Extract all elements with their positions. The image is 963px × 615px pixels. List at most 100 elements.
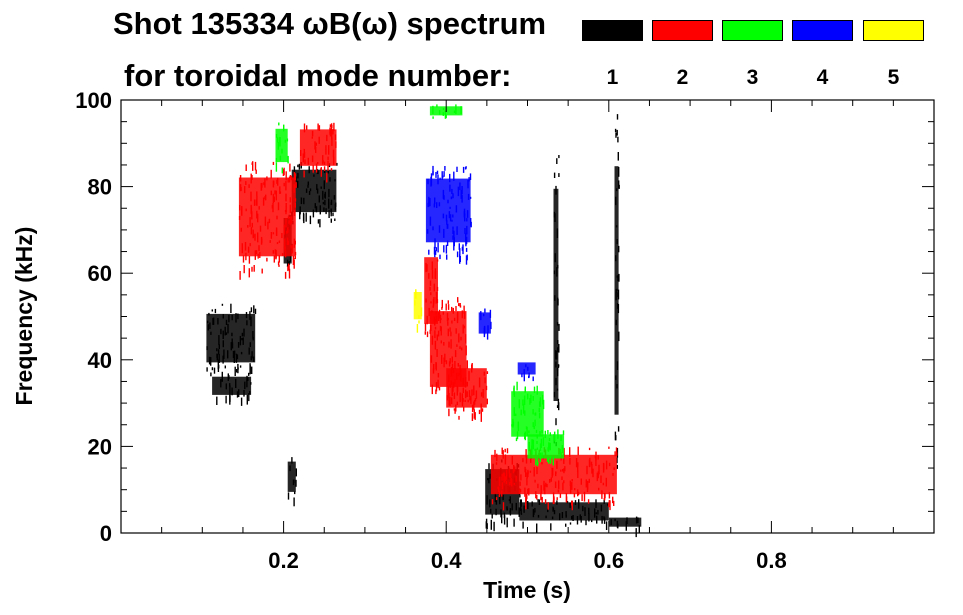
speck bbox=[453, 230, 455, 238]
speck bbox=[272, 250, 274, 254]
speck bbox=[456, 166, 458, 172]
speck bbox=[526, 472, 528, 479]
speck bbox=[214, 308, 217, 314]
speck bbox=[524, 410, 526, 416]
speck bbox=[467, 193, 470, 200]
x-axis-label: Time (s) bbox=[483, 577, 571, 603]
speck bbox=[513, 465, 515, 471]
speck bbox=[466, 391, 468, 397]
speck bbox=[468, 177, 470, 182]
speck bbox=[473, 385, 475, 396]
speck bbox=[286, 237, 289, 245]
speck bbox=[574, 488, 576, 491]
speck bbox=[563, 454, 565, 464]
speck bbox=[289, 163, 291, 172]
speck bbox=[249, 363, 251, 374]
speck bbox=[448, 211, 451, 219]
speck bbox=[279, 155, 282, 161]
speck bbox=[295, 468, 297, 477]
speck bbox=[565, 511, 567, 517]
speck bbox=[531, 501, 533, 507]
speck bbox=[465, 345, 467, 356]
speck bbox=[260, 183, 262, 191]
speck bbox=[435, 292, 438, 296]
speck bbox=[597, 471, 599, 479]
speck bbox=[540, 492, 542, 501]
speck bbox=[559, 513, 561, 521]
speck bbox=[499, 495, 501, 505]
legend-swatch-3 bbox=[722, 20, 783, 41]
speck bbox=[450, 367, 453, 377]
speck bbox=[334, 134, 337, 140]
speck bbox=[555, 471, 557, 474]
speck bbox=[520, 499, 522, 507]
speck bbox=[230, 303, 232, 313]
speck bbox=[508, 499, 511, 502]
speck bbox=[295, 479, 297, 487]
speck bbox=[504, 454, 507, 465]
speck bbox=[537, 499, 539, 503]
speck bbox=[563, 447, 565, 457]
speck bbox=[442, 311, 444, 315]
speck bbox=[334, 203, 337, 211]
speck bbox=[545, 515, 547, 519]
speck bbox=[263, 182, 265, 186]
speck bbox=[327, 171, 329, 174]
speck bbox=[430, 177, 432, 187]
speck bbox=[273, 180, 275, 185]
speck bbox=[443, 171, 445, 177]
speck bbox=[436, 299, 439, 304]
speck bbox=[556, 497, 558, 501]
speck bbox=[225, 319, 228, 325]
speck bbox=[536, 495, 538, 500]
speck bbox=[283, 182, 285, 187]
speck bbox=[589, 457, 591, 468]
speck bbox=[322, 201, 325, 205]
speck bbox=[533, 386, 536, 394]
speck bbox=[240, 187, 242, 191]
speck bbox=[270, 190, 272, 196]
speck bbox=[538, 407, 540, 412]
speck bbox=[428, 196, 430, 207]
series-2-region-0 bbox=[238, 161, 297, 280]
speck bbox=[426, 229, 429, 234]
speck bbox=[216, 353, 218, 358]
speck bbox=[565, 493, 568, 502]
speck bbox=[284, 271, 287, 279]
speck bbox=[473, 409, 475, 419]
speck bbox=[556, 228, 559, 238]
speck bbox=[248, 393, 250, 402]
speck bbox=[602, 462, 605, 473]
speck bbox=[555, 418, 557, 426]
speck bbox=[305, 188, 308, 193]
speck bbox=[524, 432, 526, 439]
speck bbox=[615, 447, 618, 456]
speck bbox=[523, 375, 525, 382]
speck bbox=[264, 196, 266, 200]
speck bbox=[544, 430, 546, 438]
speck bbox=[459, 346, 461, 349]
speck bbox=[447, 304, 450, 310]
speck bbox=[535, 429, 538, 434]
speck bbox=[615, 132, 617, 138]
speck bbox=[563, 468, 565, 474]
speck bbox=[291, 216, 293, 224]
speck bbox=[570, 482, 572, 487]
speck bbox=[484, 308, 486, 313]
speck bbox=[558, 173, 560, 177]
speck bbox=[520, 508, 522, 514]
speck bbox=[561, 476, 563, 480]
region-core bbox=[238, 177, 296, 257]
speck bbox=[449, 214, 452, 222]
speck bbox=[287, 492, 290, 500]
speck bbox=[243, 390, 245, 397]
speck bbox=[465, 233, 467, 241]
speck bbox=[519, 481, 521, 486]
legend-label-4: 4 bbox=[816, 66, 829, 89]
speck bbox=[243, 265, 245, 274]
speck bbox=[272, 193, 275, 203]
speck bbox=[445, 303, 447, 311]
speck bbox=[552, 492, 555, 501]
speck bbox=[616, 384, 618, 389]
speck bbox=[534, 448, 536, 451]
